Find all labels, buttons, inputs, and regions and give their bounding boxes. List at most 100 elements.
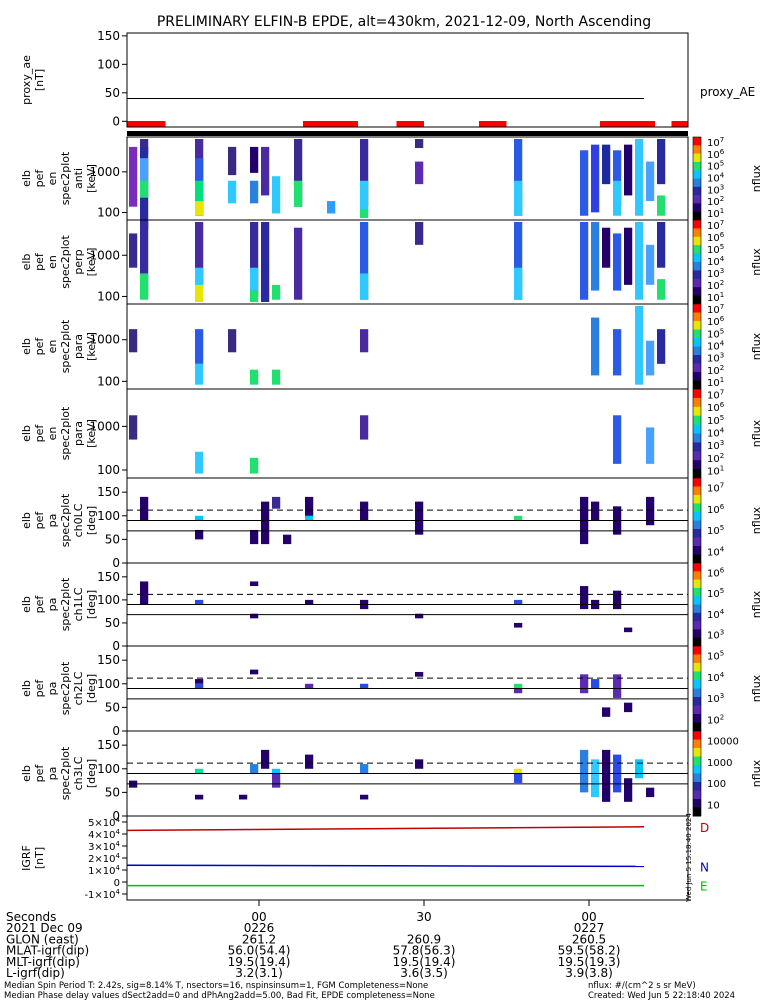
en-anti-cell-14 bbox=[272, 176, 281, 214]
en-para-2-cbar-tick-6: 101 bbox=[707, 465, 724, 478]
pa-ch2-cbar-tick-1: 104 bbox=[707, 671, 725, 684]
en-perp-colorbar-segment-9 bbox=[693, 295, 701, 305]
en-anti-cbar-label: nflux bbox=[750, 164, 763, 192]
en-para-2-ylabel-line-3: spec2plot bbox=[59, 406, 72, 460]
pa-ch3-ylabel-line-1: pef bbox=[33, 764, 46, 783]
pa-ch2-ytick-1: 100 bbox=[97, 677, 120, 691]
en-perp-cell-7 bbox=[250, 267, 259, 291]
xaxis-row-2-value-1: 260.9 bbox=[407, 932, 441, 946]
en-anti-ylabel-line-3: spec2plot bbox=[59, 151, 72, 205]
en-anti-colorbar-segment-7 bbox=[693, 195, 701, 204]
pa-ch1-cell-11 bbox=[613, 590, 622, 610]
pa-ch0-cell-6 bbox=[283, 534, 292, 545]
en-anti-ylabel-line-0: elb bbox=[20, 170, 33, 187]
pa-ch0-colorbar-segment-8 bbox=[693, 546, 701, 555]
pa-ch2-cbar-tick-3: 102 bbox=[707, 713, 724, 726]
pa-ch2-cell-3 bbox=[305, 683, 314, 689]
en-perp-colorbar-segment-6 bbox=[693, 270, 701, 280]
pa-ch3-ytick-0: 150 bbox=[97, 738, 120, 752]
en-anti-cbar-tick-4: 103 bbox=[707, 183, 724, 196]
en-anti-cell-28 bbox=[613, 150, 622, 207]
en-perp-colorbar-segment-8 bbox=[693, 287, 701, 297]
pa-ch2-colorbar-segment-9 bbox=[693, 722, 701, 732]
igrf-series-line-0 bbox=[126, 826, 645, 832]
en-perp-ylabel-line-0: elb bbox=[20, 254, 33, 271]
en-perp-ytick-1: 100 bbox=[97, 289, 120, 303]
en-para-cbar-tick-5: 102 bbox=[707, 364, 724, 377]
proxy-ae-ytick-1: 100 bbox=[97, 57, 120, 71]
en-para-cell-2 bbox=[195, 363, 204, 385]
pa-ch1-colorbar-segment-4 bbox=[693, 596, 701, 605]
en-perp-cell-15 bbox=[514, 222, 523, 300]
pa-ch1-cbar-tick-3: 103 bbox=[707, 629, 724, 642]
pa-ch0-colorbar-segment-9 bbox=[693, 554, 701, 564]
pa-ch3-ylabel-line-3: spec2plot bbox=[59, 746, 72, 800]
en-anti-cell-30 bbox=[624, 144, 633, 196]
en-anti-cell-3 bbox=[140, 158, 149, 194]
xaxis-row-1-value-0: 0226 bbox=[244, 921, 275, 935]
pa-ch0-ylabel: elb pef pa spec2plot ch0LC [deg] bbox=[20, 493, 98, 547]
en-anti-cbar-tick-1: 106 bbox=[707, 148, 725, 161]
pa-ch1-ytick-0: 150 bbox=[97, 570, 120, 584]
pa-ch1-cell-6 bbox=[415, 613, 424, 619]
en-para-2-colorbar bbox=[692, 388, 702, 479]
en-para-ylabel-line-3: spec2plot bbox=[59, 319, 72, 373]
pa-ch2-colorbar-segment-1 bbox=[693, 654, 701, 664]
pa-ch1-cell-9 bbox=[580, 586, 589, 610]
en-para-cbar-tick-0: 107 bbox=[707, 303, 724, 316]
en-perp-cell-11 bbox=[294, 227, 303, 300]
en-para-ylabel-line-5: [keV] bbox=[85, 332, 98, 361]
en-anti-ytick-1: 100 bbox=[97, 206, 120, 220]
pa-ch1-cell-0 bbox=[140, 581, 149, 605]
proxy-ae-ylabel-line-1: [nT] bbox=[33, 69, 46, 91]
en-para-2-cell-5 bbox=[646, 427, 655, 464]
pa-ch0-ytick-3: 0 bbox=[112, 556, 120, 570]
pa-ch1-ylabel-line-2: pa bbox=[46, 598, 59, 612]
en-perp-cbar-tick-6: 101 bbox=[707, 291, 724, 304]
en-para-cell-6 bbox=[360, 329, 369, 353]
en-perp-ylabel-line-3: spec2plot bbox=[59, 235, 72, 289]
en-anti-ylabel-line-5: [keV] bbox=[85, 164, 98, 193]
pa-ch3-colorbar-segment-2 bbox=[693, 748, 701, 757]
xaxis-row-0-value-1: 30 bbox=[416, 910, 431, 924]
pa-ch0-ytick-2: 50 bbox=[105, 532, 120, 546]
pa-ch1-colorbar-segment-6 bbox=[693, 612, 701, 622]
pa-ch2-ytick-2: 50 bbox=[105, 700, 120, 714]
en-anti-cell-21 bbox=[415, 139, 424, 149]
en-para-2-cell-0 bbox=[129, 415, 138, 440]
orbit-flag-4 bbox=[600, 121, 655, 127]
pa-ch0-colorbar-segment-1 bbox=[693, 486, 701, 496]
en-para-2-ytick-0: 1000 bbox=[89, 419, 120, 433]
pa-ch3-ylabel: elb pef pa spec2plot ch3LC [deg] bbox=[20, 746, 98, 800]
en-para-2-colorbar-segment-4 bbox=[693, 424, 701, 434]
pa-ch2-ylabel: elb pef pa spec2plot ch2LC [deg] bbox=[20, 661, 98, 715]
en-perp-colorbar-segment-1 bbox=[693, 228, 701, 238]
en-anti-cbar-tick-3: 104 bbox=[707, 172, 725, 185]
en-para-frame bbox=[126, 303, 689, 390]
pa-ch2-colorbar-segment-2 bbox=[693, 663, 701, 672]
pa-ch3-cbar-tick-1: 1000 bbox=[707, 758, 732, 769]
en-para-2-colorbar-segment-5 bbox=[693, 433, 701, 443]
en-perp-colorbar-segment-4 bbox=[693, 253, 701, 263]
en-anti-ytick-0: 1000 bbox=[89, 165, 120, 179]
en-para-2-ytick-1: 100 bbox=[97, 463, 120, 477]
en-perp-ylabel-line-4: perp bbox=[72, 249, 85, 274]
pa-ch0-cell-8 bbox=[305, 496, 314, 516]
pa-ch3-cell-4 bbox=[250, 764, 259, 774]
pa-ch1-ylabel-line-5: [deg] bbox=[85, 590, 98, 619]
en-anti-cell-12 bbox=[250, 180, 259, 204]
pa-ch0-cell-3 bbox=[250, 529, 259, 545]
pa-ch0-cell-5 bbox=[272, 496, 281, 509]
en-para-2-cell-4 bbox=[613, 415, 622, 464]
pa-ch1-cbar-tick-2: 104 bbox=[707, 608, 725, 621]
en-para-colorbar-segment-1 bbox=[693, 312, 701, 322]
en-perp-cell-17 bbox=[580, 222, 589, 300]
pa-ch3-cell-1 bbox=[195, 768, 204, 774]
en-perp-ylabel-line-1: pef bbox=[33, 252, 46, 271]
pa-ch3-cell-3 bbox=[239, 794, 248, 800]
igrf-ytick-4: 1×104 bbox=[88, 864, 120, 877]
igrf-ytick-2: 3×104 bbox=[88, 840, 120, 853]
pa-ch3-ylabel-line-2: pa bbox=[46, 767, 59, 781]
en-para-2-ylabel-line-5: [keV] bbox=[85, 419, 98, 448]
pa-ch1-cell-3 bbox=[250, 581, 259, 587]
